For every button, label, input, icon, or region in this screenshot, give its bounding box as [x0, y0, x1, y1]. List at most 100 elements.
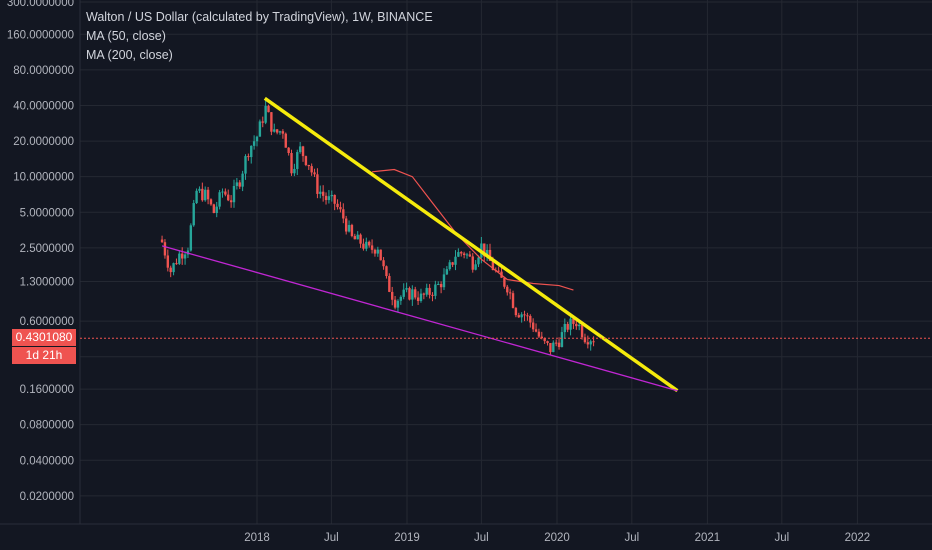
candle-body: [445, 269, 449, 275]
time-tick-label: 2018: [244, 532, 270, 544]
time-tick-label: 2020: [544, 532, 570, 544]
candle-body: [575, 323, 578, 327]
candle-body: [382, 260, 385, 267]
candle-body: [198, 188, 201, 191]
candle-body: [307, 164, 310, 167]
candle-body: [379, 249, 382, 261]
candle-body: [422, 293, 426, 295]
candle-body: [270, 112, 273, 132]
candle-body: [301, 146, 305, 157]
candle-body: [224, 191, 227, 195]
candle-body: [255, 136, 259, 142]
candle-body: [583, 337, 587, 343]
candle-body: [454, 256, 457, 265]
candle-body: [488, 249, 492, 261]
candle-body: [275, 129, 279, 133]
candle-body: [342, 209, 345, 219]
candles: [160, 99, 595, 355]
candle-body: [319, 191, 322, 194]
price-tick-label: 20.0000000: [13, 136, 74, 148]
time-axis[interactable]: 2018 Jul 2019 Jul 2020 Jul 2021 Jul 2022: [244, 532, 870, 544]
price-tick-label: 0.0400000: [20, 455, 74, 467]
price-tick-label: 80.0000000: [13, 65, 74, 77]
candle-body: [192, 203, 195, 226]
candle-body: [178, 253, 181, 264]
candle-body: [267, 105, 270, 113]
candle-body: [393, 299, 397, 308]
candle-body: [183, 254, 187, 259]
candle-body: [169, 267, 172, 273]
candle-body: [483, 243, 486, 257]
candle-body: [189, 225, 193, 251]
candle-body: [227, 194, 230, 201]
candle-body: [293, 168, 296, 174]
candle-body: [316, 174, 319, 194]
candle-body: [362, 243, 365, 249]
candle-body: [261, 121, 264, 123]
candle-body: [405, 288, 408, 290]
candle-body: [244, 156, 247, 174]
candle-body: [462, 253, 466, 255]
ma200-legend[interactable]: MA (200, close): [86, 48, 173, 62]
price-tick-label: 1.3000000: [20, 276, 74, 288]
candle-body: [465, 254, 469, 256]
moving-averages: [372, 168, 574, 291]
candle-body: [229, 200, 233, 203]
candle-body: [370, 245, 374, 250]
candle-body: [250, 145, 253, 158]
trendline-magenta[interactable]: [161, 245, 678, 392]
candle-body: [353, 236, 357, 240]
bar-countdown-label: 1d 21h: [12, 347, 76, 365]
candle-body: [212, 204, 216, 214]
candle-body: [577, 324, 581, 327]
symbol-title[interactable]: Walton / US Dollar (calculated by Tradin…: [86, 10, 433, 24]
candle-body: [534, 329, 538, 332]
candle-body: [235, 182, 239, 186]
candle-body: [497, 270, 500, 272]
candle-body: [549, 343, 552, 353]
candle-body: [554, 342, 558, 344]
candle-body: [284, 133, 287, 148]
candle-body: [431, 294, 434, 296]
candle-body: [296, 152, 299, 169]
price-tick-label: 10.0000000: [13, 172, 74, 184]
candle-body: [258, 121, 262, 137]
candle-body: [175, 263, 178, 265]
candle-body: [416, 297, 420, 302]
candle-body: [411, 289, 414, 300]
candle-body: [477, 257, 480, 265]
candle-body: [290, 153, 293, 174]
candle-body: [414, 289, 417, 298]
price-tick-label: 40.0000000: [13, 100, 74, 112]
candle-body: [569, 318, 572, 330]
candle-body: [376, 249, 380, 254]
candle-body: [471, 256, 474, 270]
candle-body: [514, 307, 518, 316]
ma50-legend[interactable]: MA (50, close): [86, 29, 166, 43]
candle-body: [468, 254, 472, 257]
candle-body: [442, 274, 446, 288]
price-tick-label: 2.5000000: [20, 243, 74, 255]
candle-body: [252, 141, 256, 146]
candle-body: [511, 293, 515, 308]
candle-body: [408, 288, 411, 300]
candle-body: [425, 287, 428, 295]
last-price-label: 0.4301080: [12, 329, 76, 347]
candle-body: [281, 131, 285, 134]
candle-body: [344, 218, 348, 232]
candle-body: [520, 314, 523, 318]
price-tick-label: 5.0000000: [20, 207, 74, 219]
candle-body: [457, 252, 460, 257]
trendlines[interactable]: [161, 96, 679, 393]
candle-body: [241, 173, 244, 187]
candle-body: [215, 206, 218, 214]
candle-body: [373, 249, 377, 254]
candle-body: [529, 315, 532, 323]
trendline-yellow[interactable]: [263, 96, 679, 393]
time-tick-label: 2021: [695, 532, 721, 544]
candle-body: [166, 255, 170, 268]
candle-body: [221, 191, 224, 193]
candle-body: [201, 188, 204, 201]
